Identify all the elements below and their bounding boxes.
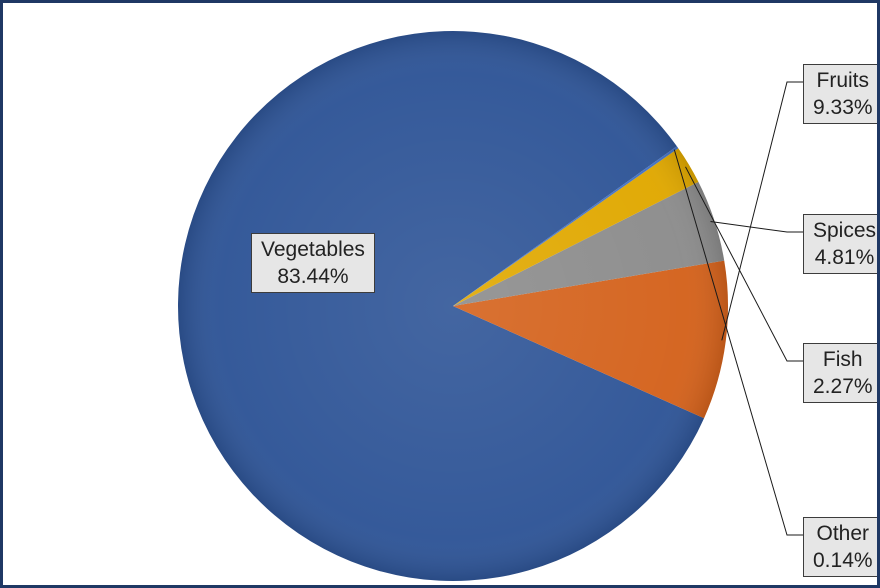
slice-value-fruits: 9.33% [813, 96, 873, 119]
slice-label-spices: Spices [813, 219, 877, 242]
slice-value-other: 0.14% [813, 549, 873, 572]
leader-lines [673, 81, 803, 536]
data-label-fruits: Fruits 9.33% [803, 64, 877, 124]
data-label-vegetables: Vegetables 83.44% [251, 233, 375, 293]
slice-label-fruits: Fruits [816, 69, 870, 92]
pie-shading [178, 31, 728, 581]
leader-line-fruits [721, 81, 803, 341]
slice-label-other: Other [816, 522, 870, 545]
slice-value-fish: 2.27% [813, 375, 873, 398]
slice-value-vegetables: 83.44% [277, 265, 349, 288]
leader-line-fish [685, 166, 803, 362]
leader-line-other [673, 149, 803, 536]
pie-chart [178, 31, 803, 582]
pie-slices [178, 31, 728, 582]
data-label-fish: Fish 2.27% [803, 343, 877, 403]
slice-label-vegetables: Vegetables [261, 238, 365, 261]
data-label-spices: Spices 4.81% [803, 214, 877, 274]
leader-line-spices [710, 221, 803, 233]
slice-label-fish: Fish [822, 348, 863, 371]
slice-value-spices: 4.81% [814, 246, 875, 269]
data-label-other: Other 0.14% [803, 517, 877, 577]
